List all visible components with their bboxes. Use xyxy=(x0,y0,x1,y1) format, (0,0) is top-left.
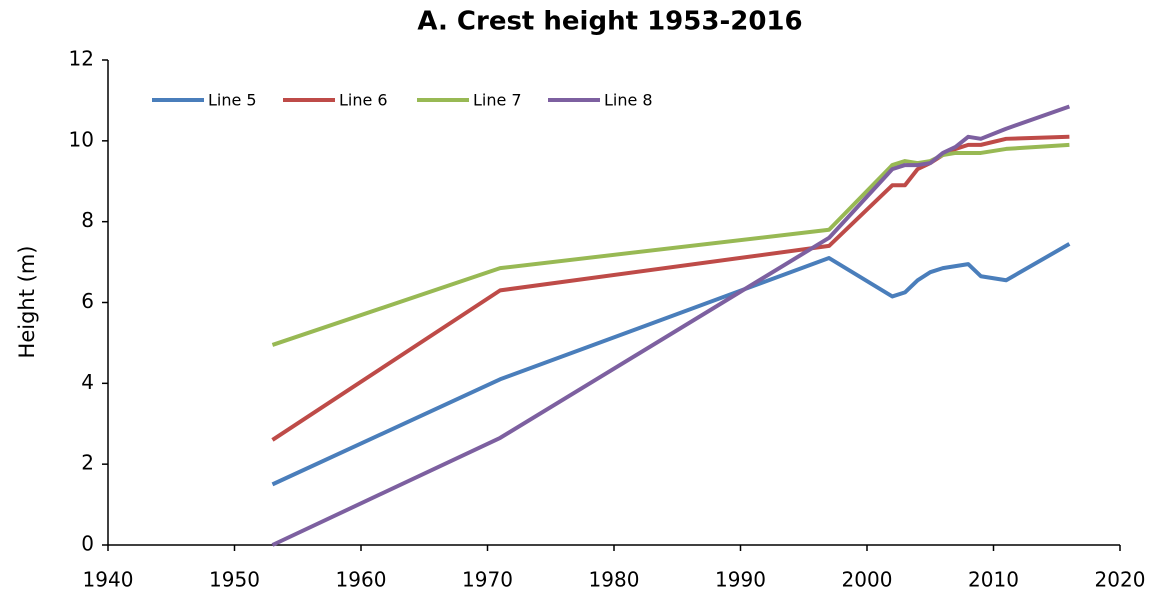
y-tick-label: 4 xyxy=(81,370,94,394)
x-tick-label: 1990 xyxy=(715,568,766,592)
y-tick-label: 10 xyxy=(69,127,94,151)
x-tick-label: 1950 xyxy=(209,568,260,592)
x-tick-label: 2010 xyxy=(968,568,1019,592)
y-tick-label: 12 xyxy=(69,47,94,71)
legend-label: Line 5 xyxy=(208,91,257,110)
legend-label: Line 8 xyxy=(604,91,653,110)
x-tick-label: 2020 xyxy=(1095,568,1146,592)
x-tick-label: 1980 xyxy=(589,568,640,592)
x-tick-label: 1940 xyxy=(83,568,134,592)
x-tick-label: 1960 xyxy=(336,568,387,592)
x-tick-label: 2000 xyxy=(842,568,893,592)
y-tick-label: 2 xyxy=(81,451,94,475)
legend-label: Line 6 xyxy=(339,91,388,110)
y-tick-label: 8 xyxy=(81,208,94,232)
y-axis-label: Height (m) xyxy=(15,246,39,359)
x-tick-label: 1970 xyxy=(462,568,513,592)
data-line xyxy=(271,104,1071,547)
y-tick-label: 0 xyxy=(81,532,94,556)
data-line xyxy=(271,242,1071,487)
legend-label: Line 7 xyxy=(473,91,522,110)
chart-title: A. Crest height 1953-2016 xyxy=(417,7,802,37)
y-tick-label: 6 xyxy=(81,289,94,313)
data-line xyxy=(271,134,1070,442)
